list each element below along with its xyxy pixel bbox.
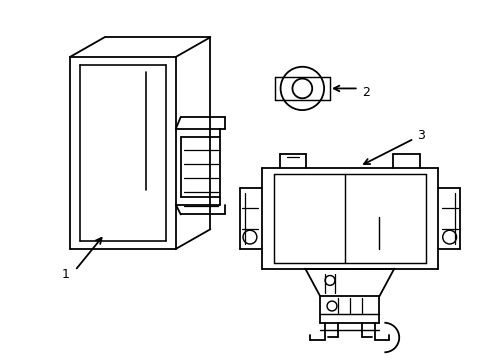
Text: 3: 3 (416, 129, 424, 141)
Text: 1: 1 (62, 269, 70, 282)
Text: 2: 2 (361, 86, 369, 99)
